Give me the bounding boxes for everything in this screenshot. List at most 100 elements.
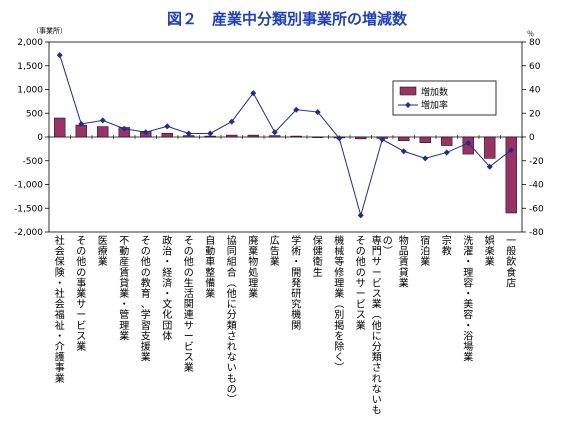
svg-text:政治・経済・文化団体: 政治・経済・文化団体 <box>162 234 172 342</box>
rate-point <box>486 163 493 170</box>
category-label: 政治・経済・文化団体 <box>162 234 172 342</box>
svg-text:その他のサービス業: その他のサービス業 <box>356 235 366 332</box>
right-tick-label: 0 <box>529 133 535 143</box>
chart-title: 図２ 産業中分類別事業所の増減数 <box>167 10 408 28</box>
rate-point <box>379 136 386 143</box>
left-tick-label: 0 <box>37 133 43 143</box>
rate-point <box>228 118 235 125</box>
svg-text:保健衛生: 保健衛生 <box>313 234 323 279</box>
bar <box>419 136 431 143</box>
svg-text:娯楽業: 娯楽業 <box>485 234 495 268</box>
bar <box>398 136 410 142</box>
category-label: 物品賃貸業 <box>399 234 409 289</box>
bar <box>312 136 324 138</box>
svg-text:その他の教育、学習支援業: その他の教育、学習支援業 <box>141 235 151 364</box>
svg-text:広告業: 広告業 <box>270 234 280 268</box>
rate-point <box>271 129 278 136</box>
right-tick-label: 20 <box>529 109 541 119</box>
legend-box <box>392 80 497 116</box>
line-series <box>56 52 515 219</box>
svg-text:その他の生活関連サービス業: その他の生活関連サービス業 <box>184 235 194 374</box>
legend: 増加数 増加率 <box>392 80 497 116</box>
right-tick-label: 60 <box>529 62 541 72</box>
svg-text:宿泊業: 宿泊業 <box>420 234 430 268</box>
rate-point <box>78 120 85 127</box>
category-labels: 社会保険・社会福祉・介護事業 その他の事業サービス業 医療業 不動産賃貸業・管理業 その… <box>55 234 517 417</box>
legend-line-marker <box>405 102 411 108</box>
bar <box>247 134 259 138</box>
category-label: 社会保険・社会福祉・介護事業 <box>55 234 65 385</box>
rate-point <box>293 106 300 113</box>
bar <box>441 136 453 146</box>
rate-point <box>336 135 343 142</box>
category-label: 宿泊業 <box>420 234 430 268</box>
rate-point <box>207 130 214 137</box>
left-axis: 2,000 1,500 1,000 500 0 -500 -1,000 -1,500 -2,00… <box>14 38 49 238</box>
category-label: その他の事業サービス業 <box>76 235 86 353</box>
rate-point <box>164 123 171 130</box>
svg-text:専門サービス業︵他に分類されないも: 専門サービス業︵他に分類されないも <box>372 235 382 417</box>
bar <box>269 135 281 138</box>
category-label: その他の教育、学習支援業 <box>141 235 151 364</box>
bar <box>505 136 517 214</box>
rate-point <box>314 109 321 116</box>
svg-text:協同組合︵他に分類されないもの︶: 協同組合︵他に分類されないもの︶ <box>227 234 237 406</box>
rate-point <box>56 52 63 59</box>
right-tick-label: -60 <box>529 204 544 214</box>
category-label: その他の生活関連サービス業 <box>184 235 194 374</box>
category-label: 機械等修理業︵別掲を除く︶ <box>334 234 344 374</box>
svg-text:廃棄物処理業: 廃棄物処理業 <box>248 234 258 300</box>
category-label: 娯楽業 <box>485 234 495 268</box>
category-label: 医療業 <box>98 235 108 268</box>
svg-text:学術・開発研究機関: 学術・開発研究機関 <box>291 234 301 332</box>
category-label: 一般飲食店 <box>506 236 516 289</box>
svg-text:社会保険・社会福祉・介護事業: 社会保険・社会福祉・介護事業 <box>55 234 65 385</box>
bar <box>484 136 496 159</box>
left-tick-label: 2,000 <box>17 38 43 48</box>
rate-point <box>357 212 364 219</box>
rate-point <box>121 125 128 132</box>
bar <box>290 135 302 138</box>
svg-text:不動産賃貸業・管理業: 不動産賃貸業・管理業 <box>119 236 129 342</box>
rate-point <box>185 130 192 137</box>
left-axis-unit: （事業所） <box>32 26 67 35</box>
legend-line-label: 増加率 <box>421 99 448 111</box>
right-tick-label: -80 <box>529 228 544 238</box>
svg-text:機械等修理業︵別掲を除く︶: 機械等修理業︵別掲を除く︶ <box>334 234 344 374</box>
rate-point <box>465 139 472 146</box>
rate-point <box>422 155 429 162</box>
category-label: 洗濯・理容・美容・浴場業 <box>463 235 473 364</box>
svg-text:物品賃貸業: 物品賃貸業 <box>399 234 409 289</box>
left-tick-label: -1,000 <box>14 181 43 191</box>
right-axis: 80 60 40 20 0 -20 -40 -60 -80 <box>522 38 544 238</box>
right-tick-label: 80 <box>529 38 541 48</box>
rate-point <box>99 117 106 124</box>
left-tick-label: 1,000 <box>17 86 43 96</box>
legend-bar-swatch <box>399 86 417 96</box>
category-label: 宗教 <box>442 234 452 258</box>
category-label: 専門サービス業︵他に分類されないもの︶ <box>372 235 393 417</box>
svg-text:洗濯・理容・美容・浴場業: 洗濯・理容・美容・浴場業 <box>463 235 473 364</box>
bar <box>97 126 109 138</box>
svg-text:の︶: の︶ <box>383 236 393 258</box>
svg-text:医療業: 医療業 <box>98 235 108 268</box>
left-tick-label: -2,000 <box>14 228 43 238</box>
right-axis-unit: ％ <box>527 30 534 38</box>
rate-point <box>400 148 407 155</box>
category-label: 学術・開発研究機関 <box>291 234 301 332</box>
category-label: 保健衛生 <box>313 234 323 279</box>
left-tick-label: -500 <box>23 157 44 167</box>
rate-line <box>59 54 512 218</box>
bar <box>226 134 238 138</box>
legend-bar-label: 増加数 <box>421 86 448 98</box>
left-tick-label: 500 <box>26 109 43 119</box>
category-label: 不動産賃貸業・管理業 <box>119 236 129 342</box>
bar <box>161 132 173 138</box>
category-label: 広告業 <box>270 234 280 268</box>
bar <box>355 136 367 140</box>
right-tick-label: -20 <box>529 157 544 167</box>
left-tick-label: -1,500 <box>14 204 43 214</box>
rate-point <box>443 149 450 156</box>
rate-point <box>142 129 149 136</box>
